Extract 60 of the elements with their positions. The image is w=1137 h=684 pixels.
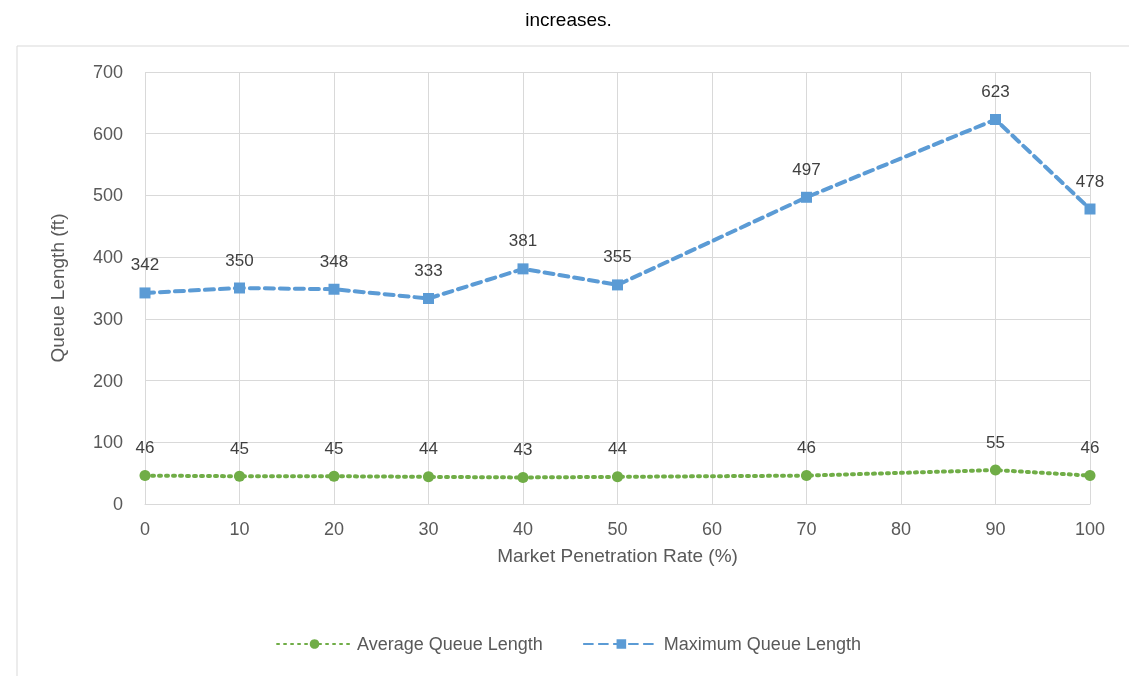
x-tick-label: 20 (323, 519, 345, 539)
data-label: 45 (324, 438, 344, 458)
point (234, 282, 245, 294)
x-tick-label: 80 (890, 519, 912, 539)
data-label: 44 (419, 439, 438, 459)
point (990, 464, 1001, 476)
data-label: 43 (513, 439, 533, 459)
x-tick-label: 70 (796, 519, 817, 539)
y-tick-label: 200 (92, 370, 123, 391)
point (139, 287, 151, 299)
data-label: 333 (414, 260, 443, 280)
x-tick-label: 10 (229, 519, 250, 539)
text: increases. (525, 9, 612, 30)
x-tick-label: 0 (139, 519, 151, 539)
x-tick-label: 60 (701, 519, 723, 539)
point (139, 470, 151, 482)
y-tick-label: 700 (92, 62, 123, 82)
data-label: 348 (319, 251, 349, 271)
point (612, 471, 623, 483)
point (423, 292, 434, 304)
data-label: 44 (608, 439, 627, 459)
y-axis-title: Queue Length (ft) (47, 213, 68, 363)
y-tick-label: 400 (92, 247, 123, 268)
data-label: 342 (130, 255, 160, 275)
data-label: 478 (1075, 171, 1105, 191)
data-label: 46 (797, 438, 816, 458)
data-label: 381 (508, 231, 538, 251)
point (612, 279, 623, 291)
data-label: 55 (986, 432, 1005, 452)
x-tick-label: 50 (607, 519, 628, 539)
point (328, 470, 340, 482)
y-tick-label: 0 (112, 494, 123, 514)
point (517, 471, 529, 483)
point (801, 191, 812, 203)
y-tick-label: 600 (92, 123, 123, 144)
x-tick-label: 100 (1074, 519, 1106, 539)
x-tick-label: 90 (985, 519, 1006, 539)
x-axis-title: Market Penetration Rate (%) (497, 545, 738, 566)
x-tick-label: 40 (512, 519, 534, 539)
legend-label: Maximum Queue Length (663, 634, 861, 654)
data-label: 497 (792, 159, 821, 179)
point (1084, 470, 1096, 482)
point (423, 471, 434, 483)
data-label: 350 (225, 250, 254, 270)
data-label: 46 (1080, 438, 1100, 458)
data-label: 46 (135, 438, 155, 458)
point (1084, 203, 1096, 215)
point (328, 283, 340, 295)
point (801, 470, 812, 482)
point (517, 263, 529, 275)
legend-label: Average Queue Length (357, 634, 543, 654)
data-label: 45 (230, 438, 249, 458)
point (990, 114, 1001, 126)
y-tick-label: 100 (92, 432, 123, 453)
point (234, 470, 245, 482)
data-label: 623 (981, 82, 1010, 102)
data-label: 355 (603, 247, 632, 267)
x-tick-label: 30 (418, 519, 439, 539)
y-tick-label: 500 (92, 185, 123, 206)
y-tick-label: 300 (92, 308, 123, 329)
